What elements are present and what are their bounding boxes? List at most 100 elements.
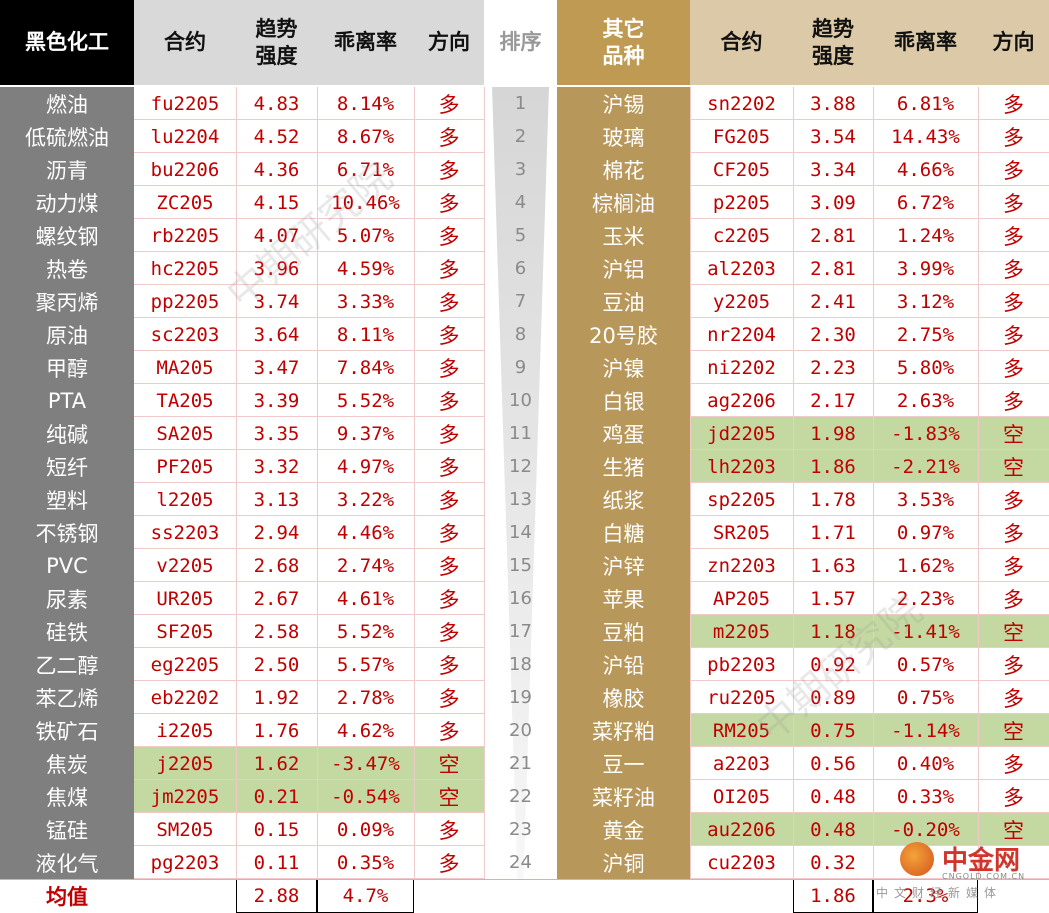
- left-deviation: 4.62%: [336, 719, 395, 742]
- row-divider: [134, 515, 484, 516]
- header-trend-strength: 趋势 强度: [236, 0, 317, 85]
- right-deviation: 2.63%: [896, 389, 955, 412]
- left-trend-strength: 3.96: [253, 257, 300, 280]
- coin-icon: [900, 842, 934, 876]
- rank-number: 3: [514, 159, 527, 180]
- row-divider: [134, 251, 484, 252]
- right-contract-code: ag2206: [707, 389, 776, 412]
- right-direction: 多: [1003, 125, 1024, 150]
- left-trend-strength: 3.74: [253, 290, 300, 313]
- right-contract-code: p2205: [712, 191, 771, 214]
- left-trend-strength: 2.50: [253, 653, 300, 676]
- right-deviation: 1.62%: [896, 554, 955, 577]
- row-divider: [690, 680, 1049, 681]
- row-divider: [690, 548, 1049, 549]
- right-deviation: 0.75%: [896, 686, 955, 709]
- header-rank: 排序: [484, 0, 557, 85]
- row-divider: [690, 515, 1049, 516]
- rank-number: 17: [509, 621, 532, 642]
- left-commodity-name: PTA: [0, 384, 134, 417]
- right-trend-strength: 1.78: [810, 488, 856, 511]
- right-deviation: 3.99%: [896, 257, 955, 280]
- right-deviation: 5.80%: [896, 356, 955, 379]
- row-divider: [134, 680, 484, 681]
- right-deviation: 0.33%: [896, 785, 955, 808]
- header-deviation-right: 乖离率: [873, 0, 978, 85]
- left-contract-code: pp2205: [150, 290, 220, 313]
- left-direction: 多: [438, 323, 460, 348]
- right-contract-code: cu2203: [707, 851, 776, 874]
- average-left-strength: 2.88: [236, 879, 317, 913]
- left-commodity-name: 尿素: [0, 582, 134, 615]
- right-contract-code: nr2204: [707, 323, 776, 346]
- right-direction: 多: [1003, 92, 1024, 117]
- right-contract-code: ru2205: [707, 686, 776, 709]
- right-deviation: -1.14%: [873, 714, 978, 747]
- column-divider: [236, 87, 237, 879]
- left-direction: 空: [414, 747, 484, 780]
- rank-number: 22: [509, 786, 532, 807]
- right-deviation: 0.57%: [896, 653, 955, 676]
- left-commodity-name: 不锈钢: [0, 516, 134, 549]
- left-commodity-name: 焦煤: [0, 780, 134, 813]
- left-deviation: 7.84%: [336, 356, 395, 379]
- left-contract-code: PF205: [156, 455, 214, 478]
- header-trend-strength-right: 趋势 强度: [793, 0, 873, 85]
- rank-number: 5: [514, 225, 527, 246]
- row-divider: [690, 416, 1049, 417]
- left-commodity-name: 原油: [0, 318, 134, 351]
- average-left-deviation: 4.7%: [317, 879, 414, 913]
- right-deviation: 0.97%: [896, 521, 955, 544]
- left-deviation: 8.11%: [336, 323, 395, 346]
- row-divider: [690, 482, 1049, 483]
- right-deviation: -2.21%: [873, 450, 978, 483]
- left-direction: 多: [438, 587, 460, 612]
- row-divider: [134, 383, 484, 384]
- left-direction: 多: [438, 422, 460, 447]
- header-contract: 合约: [134, 0, 236, 85]
- row-divider: [134, 284, 484, 285]
- left-deviation: 4.61%: [336, 587, 395, 610]
- rank-number: 24: [509, 852, 532, 873]
- row-divider: [690, 350, 1049, 351]
- row-divider: [134, 119, 484, 120]
- rank-funnel-shape: [492, 87, 549, 879]
- right-contract-code: RM205: [690, 714, 793, 747]
- left-contract-code: bu2206: [150, 158, 220, 181]
- right-trend-strength: 2.23: [810, 356, 856, 379]
- left-trend-strength: 3.35: [253, 422, 300, 445]
- left-commodity-name: 硅铁: [0, 615, 134, 648]
- left-commodity-name: 液化气: [0, 846, 134, 879]
- rank-number: 9: [514, 357, 527, 378]
- right-trend-strength: 0.48: [810, 785, 856, 808]
- right-direction: 多: [1003, 554, 1024, 579]
- left-direction: 多: [438, 455, 460, 480]
- left-contract-code: sc2203: [150, 323, 220, 346]
- right-contract-code: a2203: [712, 752, 771, 775]
- left-deviation: 5.52%: [336, 389, 395, 412]
- left-trend-strength: 0.11: [253, 851, 300, 874]
- right-direction: 多: [1003, 224, 1024, 249]
- left-direction: 多: [438, 554, 460, 579]
- left-contract-code: UR205: [156, 587, 214, 610]
- rank-number: 20: [509, 720, 532, 741]
- left-contract-code: jm2205: [134, 780, 236, 813]
- row-divider: [134, 416, 484, 417]
- right-direction: 多: [1003, 158, 1024, 183]
- right-trend-strength: 3.88: [810, 92, 856, 115]
- right-trend-strength: 0.56: [810, 752, 856, 775]
- row-divider: [134, 614, 484, 615]
- right-commodity-name: 沪锌: [557, 549, 690, 582]
- right-deviation: 2.75%: [896, 323, 955, 346]
- left-trend-strength: 3.39: [253, 389, 300, 412]
- header-contract-right: 合约: [690, 0, 793, 85]
- right-trend-strength: 2.81: [810, 224, 856, 247]
- left-direction: 多: [438, 389, 460, 414]
- left-direction: 多: [438, 818, 460, 843]
- left-contract-code: j2205: [134, 747, 236, 780]
- left-trend-strength: 2.94: [253, 521, 300, 544]
- left-deviation: 8.14%: [336, 92, 395, 115]
- row-divider: [690, 614, 1049, 615]
- right-deviation: 2.23%: [896, 587, 955, 610]
- left-trend-strength: 2.68: [253, 554, 300, 577]
